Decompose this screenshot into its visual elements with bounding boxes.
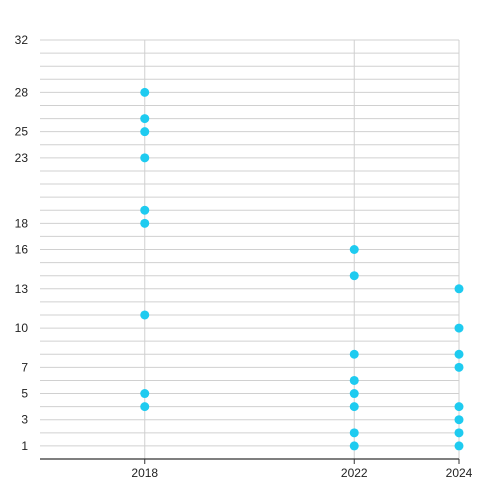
axes: [40, 458, 460, 464]
x-tick-label: 2018: [131, 466, 158, 480]
data-point: [349, 428, 359, 438]
x-tick-label: 2024: [446, 466, 473, 480]
data-point: [349, 402, 359, 412]
data-point: [140, 402, 150, 412]
data-point: [454, 323, 464, 333]
data-point: [454, 415, 464, 425]
y-tick-label: 3: [21, 413, 28, 427]
y-tick-label: 13: [15, 282, 29, 296]
data-point: [140, 114, 150, 124]
data-point: [140, 153, 150, 163]
y-tick-label: 10: [15, 321, 29, 335]
data-point: [140, 127, 150, 137]
data-point: [454, 362, 464, 372]
y-tick-label: 25: [15, 125, 29, 139]
data-point: [140, 205, 150, 215]
data-point: [454, 441, 464, 451]
y-tick-label: 16: [15, 243, 29, 257]
data-point: [454, 402, 464, 412]
y-tick-label: 18: [15, 216, 29, 230]
y-tick-label: 5: [21, 387, 28, 401]
y-tick-label: 28: [15, 85, 29, 99]
data-point: [140, 87, 150, 97]
data-point: [349, 349, 359, 359]
data-point: [454, 349, 464, 359]
y-tick-label: 1: [21, 439, 28, 453]
grid: [40, 39, 460, 459]
data-point: [349, 375, 359, 385]
x-tick-label: 2022: [341, 466, 368, 480]
data-point: [454, 284, 464, 294]
data-point: [349, 441, 359, 451]
data-point: [140, 389, 150, 399]
data-point: [140, 218, 150, 228]
data-points: [140, 87, 464, 451]
data-point: [349, 389, 359, 399]
data-point: [454, 428, 464, 438]
data-point: [349, 245, 359, 254]
data-point: [349, 271, 359, 281]
y-tick-label: 7: [21, 360, 28, 374]
data-point: [140, 310, 150, 320]
y-tick-label: 32: [15, 33, 29, 47]
y-tick-label: 23: [15, 151, 29, 165]
